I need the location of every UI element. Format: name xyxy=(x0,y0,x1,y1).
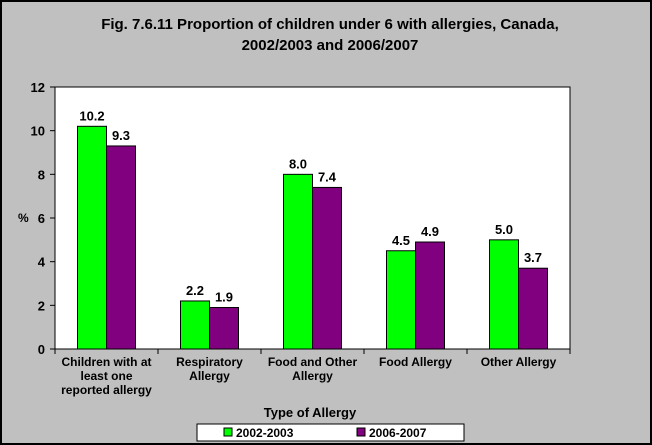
bar-2002-2003-4 xyxy=(489,239,519,350)
x-tick-label: Food and Other Allergy xyxy=(268,355,358,383)
legend-label-2006-2007: 2006-2007 xyxy=(369,426,427,440)
legend-swatch-2002-2003 xyxy=(223,427,233,437)
y-tick-label: 10 xyxy=(31,124,45,139)
legend-label-2002-2003: 2002-2003 xyxy=(236,426,294,440)
data-label: 9.3 xyxy=(112,128,130,143)
y-axis-label: % xyxy=(18,211,29,225)
legend-box xyxy=(196,423,465,442)
chart-subtitle: 2002/2003 and 2006/2007 xyxy=(242,37,419,54)
y-tick-label: 4 xyxy=(38,255,46,270)
bar-2002-2003-3 xyxy=(386,250,416,350)
bar-2006-2007-3 xyxy=(415,241,445,350)
bar-2006-2007-4 xyxy=(518,267,548,350)
chart-title: Fig. 7.6.11 Proportion of children under… xyxy=(101,16,559,33)
bar-2006-2007-1 xyxy=(209,307,239,350)
x-tick-label: Other Allergy xyxy=(481,355,557,369)
bar-2006-2007-2 xyxy=(312,186,342,350)
y-tick-label: 12 xyxy=(31,80,45,95)
y-tick-label: 0 xyxy=(38,342,45,357)
data-label: 3.7 xyxy=(524,250,542,265)
data-label: 4.9 xyxy=(421,224,439,239)
data-label: 7.4 xyxy=(318,169,337,184)
data-label: 10.2 xyxy=(79,108,104,123)
x-tick-label: Respiratory Allergy xyxy=(176,355,243,383)
x-axis-label: Type of Allergy xyxy=(264,405,357,420)
data-label: 5.0 xyxy=(495,222,513,237)
data-label: 2.2 xyxy=(186,283,204,298)
legend-swatch-2006-2007 xyxy=(356,427,366,437)
y-tick-label: 6 xyxy=(38,211,45,226)
data-label: 4.5 xyxy=(392,233,410,248)
y-tick-label: 2 xyxy=(38,298,45,313)
x-tick-label: Children with at least one reported allerg… xyxy=(61,355,152,397)
legend: 2002-2003 2006-2007 xyxy=(196,423,465,442)
bar-2002-2003-1 xyxy=(180,300,210,350)
bar-2002-2003-2 xyxy=(283,173,313,350)
bar-2006-2007-0 xyxy=(106,145,136,350)
data-label: 1.9 xyxy=(215,290,233,305)
x-tick-label: Food Allergy xyxy=(379,355,452,369)
bar-2002-2003-0 xyxy=(77,125,107,350)
y-tick-label: 8 xyxy=(38,167,45,182)
data-label: 8.0 xyxy=(289,156,307,171)
